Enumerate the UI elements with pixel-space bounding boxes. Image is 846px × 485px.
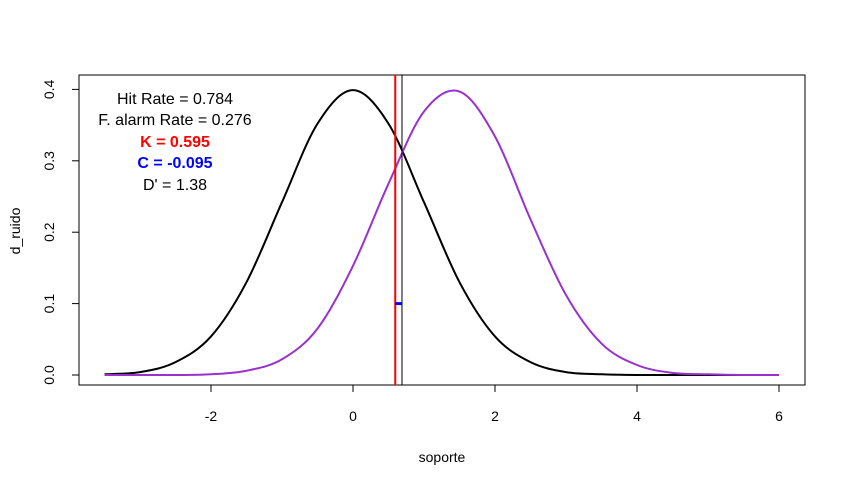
- y-axis: 0.0 0.1 0.2 0.3 0.4: [41, 79, 80, 385]
- annotation-label: F. alarm Rate =: [98, 112, 211, 129]
- annotation-label: K =: [140, 134, 170, 151]
- annotation-1: Hit Rate = 0.784: [117, 91, 233, 108]
- annotation-label: C =: [137, 155, 167, 172]
- vertical-lines: [394, 75, 403, 385]
- y-tick-label: 0.0: [41, 365, 57, 385]
- x-tick-label: -2: [205, 408, 218, 424]
- x-tick-label: 0: [349, 408, 357, 424]
- annotation-label: D' =: [143, 177, 176, 194]
- y-tick-label: 0.3: [41, 151, 57, 171]
- annotation-5: D' = 1.38: [143, 177, 207, 194]
- y-tick-label: 0.4: [41, 79, 57, 99]
- x-tick-label: 4: [633, 408, 641, 424]
- annotation-label: Hit Rate =: [117, 91, 193, 108]
- annotation-value: 0.276: [212, 112, 252, 129]
- x-tick-label: 6: [775, 408, 783, 424]
- annotation-value: 1.38: [176, 177, 207, 194]
- annotation-3: K = 0.595: [140, 134, 210, 151]
- x-axis: -2 0 2 4 6: [205, 384, 783, 424]
- y-tick-label: 0.1: [41, 294, 57, 314]
- series-line-2: [104, 89, 780, 377]
- series-group: [104, 89, 780, 377]
- x-axis-label: soporte: [419, 449, 466, 465]
- y-axis-label: d_ruido: [7, 207, 23, 254]
- annotation-value: 0.784: [193, 91, 233, 108]
- annotation-value: -0.095: [167, 155, 212, 172]
- series-line-1: [104, 89, 779, 377]
- annotation-4: C = -0.095: [137, 155, 212, 172]
- x-tick-label: 2: [491, 408, 499, 424]
- annotation-value: 0.595: [170, 134, 210, 151]
- y-tick-label: 0.2: [41, 222, 57, 242]
- annotation-2: F. alarm Rate = 0.276: [98, 112, 252, 129]
